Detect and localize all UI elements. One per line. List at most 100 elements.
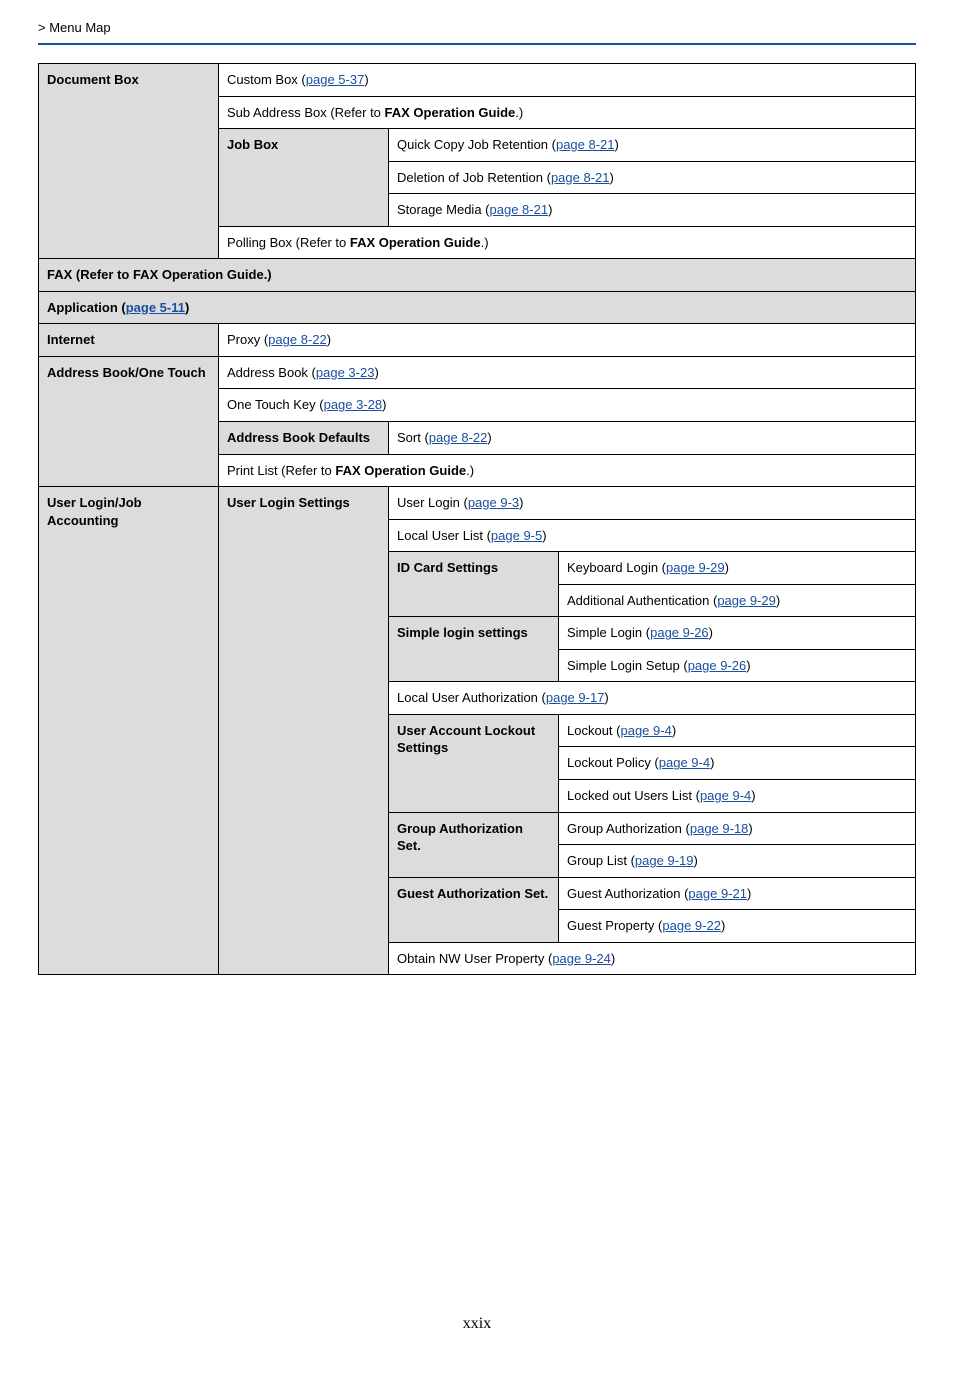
simple-login-settings-header: Simple login settings [389,617,559,682]
group-list-cell: Group List (page 9-19) [559,845,916,878]
additional-auth-link[interactable]: page 9-29 [717,593,776,608]
polling-bold: FAX Operation Guide [350,235,481,250]
group-auth-cell: Group Authorization (page 9-18) [559,812,916,845]
address-book-pre: Address Book ( [227,365,316,380]
storage-cell: Storage Media (page 8-21) [389,194,916,227]
locked-users-link[interactable]: page 9-4 [700,788,751,803]
internet-header: Internet [39,324,219,357]
keyboard-login-post: ) [725,560,729,575]
obtain-nw-post: ) [611,951,615,966]
one-touch-post: ) [382,397,386,412]
group-auth-link[interactable]: page 9-18 [690,821,749,836]
sort-cell: Sort (page 8-22) [389,422,916,455]
address-book-cell: Address Book (page 3-23) [219,356,916,389]
page-number: xxix [38,1315,916,1333]
group-auth-post: ) [748,821,752,836]
address-book-post: ) [374,365,378,380]
one-touch-cell: One Touch Key (page 3-28) [219,389,916,422]
deletion-link[interactable]: page 8-21 [551,170,610,185]
local-user-auth-pre: Local User Authorization ( [397,690,546,705]
deletion-cell: Deletion of Job Retention (page 8-21) [389,161,916,194]
header-divider [38,43,916,45]
polling-post: .) [481,235,489,250]
guest-property-link[interactable]: page 9-22 [662,918,721,933]
polling-cell: Polling Box (Refer to FAX Operation Guid… [219,226,916,259]
proxy-link[interactable]: page 8-22 [268,332,327,347]
simple-login-link[interactable]: page 9-26 [650,625,709,640]
quick-copy-cell: Quick Copy Job Retention (page 8-21) [389,129,916,162]
document-box-header: Document Box [39,64,219,259]
local-user-cell: Local User List (page 9-5) [389,519,916,552]
quick-copy-pre: Quick Copy Job Retention ( [397,137,556,152]
application-pre: Application ( [47,300,126,315]
guest-property-post: ) [721,918,725,933]
simple-setup-cell: Simple Login Setup (page 9-26) [559,649,916,682]
polling-pre: Polling Box (Refer to [227,235,350,250]
keyboard-login-pre: Keyboard Login ( [567,560,666,575]
user-login-header: User Login/Job Accounting [39,487,219,975]
simple-login-post: ) [709,625,713,640]
print-list-post: .) [466,463,474,478]
lockout-post: ) [672,723,676,738]
quick-copy-link[interactable]: page 8-21 [556,137,615,152]
sub-address-bold: FAX Operation Guide [385,105,516,120]
simple-setup-post: ) [746,658,750,673]
application-link[interactable]: page 5-11 [126,300,185,315]
local-user-auth-link[interactable]: page 9-17 [546,690,605,705]
sub-address-post: .) [515,105,523,120]
obtain-nw-pre: Obtain NW User Property ( [397,951,552,966]
one-touch-link[interactable]: page 3-28 [324,397,383,412]
print-list-cell: Print List (Refer to FAX Operation Guide… [219,454,916,487]
print-list-pre: Print List (Refer to [227,463,335,478]
one-touch-pre: One Touch Key ( [227,397,324,412]
sort-pre: Sort ( [397,430,429,445]
obtain-nw-cell: Obtain NW User Property (page 9-24) [389,942,916,975]
print-list-bold: FAX Operation Guide [335,463,466,478]
obtain-nw-link[interactable]: page 9-24 [552,951,611,966]
proxy-post: ) [327,332,331,347]
simple-setup-pre: Simple Login Setup ( [567,658,688,673]
fax-row: FAX (Refer to FAX Operation Guide.) [39,259,916,292]
custom-box-post: ) [364,72,368,87]
custom-box-pre: Custom Box ( [227,72,306,87]
id-card-settings-header: ID Card Settings [389,552,559,617]
lockout-policy-pre: Lockout Policy ( [567,755,659,770]
guest-auth-post: ) [747,886,751,901]
user-login-link[interactable]: page 9-3 [468,495,519,510]
sort-link[interactable]: page 8-22 [429,430,488,445]
custom-box-link[interactable]: page 5-37 [306,72,365,87]
user-login-settings-header: User Login Settings [219,487,389,975]
address-book-link[interactable]: page 3-23 [316,365,375,380]
local-user-auth-cell: Local User Authorization (page 9-17) [389,682,916,715]
menu-map-table: Document Box Custom Box (page 5-37) Sub … [38,63,916,975]
proxy-cell: Proxy (page 8-22) [219,324,916,357]
local-user-pre: Local User List ( [397,528,491,543]
application-post: ) [185,300,189,315]
address-book-header: Address Book/One Touch [39,356,219,486]
guest-auth-header: Guest Authorization Set. [389,877,559,942]
group-list-link[interactable]: page 9-19 [635,853,694,868]
sub-address-pre: Sub Address Box (Refer to [227,105,385,120]
proxy-pre: Proxy ( [227,332,268,347]
local-user-link[interactable]: page 9-5 [491,528,542,543]
user-login-cell: User Login (page 9-3) [389,487,916,520]
storage-link[interactable]: page 8-21 [490,202,549,217]
simple-login-pre: Simple Login ( [567,625,650,640]
user-account-lockout-header: User Account Lockout Settings [389,714,559,812]
custom-box-cell: Custom Box (page 5-37) [219,64,916,97]
lockout-policy-cell: Lockout Policy (page 9-4) [559,747,916,780]
keyboard-login-cell: Keyboard Login (page 9-29) [559,552,916,585]
simple-setup-link[interactable]: page 9-26 [688,658,747,673]
lockout-link[interactable]: page 9-4 [620,723,671,738]
lockout-pre: Lockout ( [567,723,620,738]
lockout-policy-link[interactable]: page 9-4 [659,755,710,770]
group-list-pre: Group List ( [567,853,635,868]
sort-post: ) [487,430,491,445]
guest-auth-pre: Guest Authorization ( [567,886,688,901]
guest-auth-link[interactable]: page 9-21 [688,886,747,901]
keyboard-login-link[interactable]: page 9-29 [666,560,725,575]
user-login-post: ) [519,495,523,510]
guest-property-cell: Guest Property (page 9-22) [559,910,916,943]
application-row: Application (page 5-11) [39,291,916,324]
lockout-policy-post: ) [710,755,714,770]
